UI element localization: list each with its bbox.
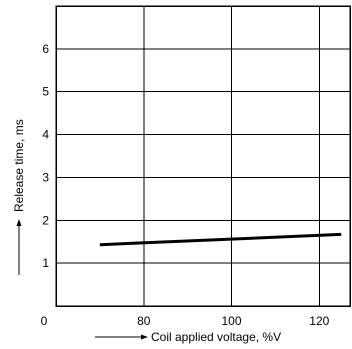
y-tick-label: 1 [42,256,49,270]
y-tick-label: 5 [42,85,49,99]
y-tick-labels: 1 2 3 4 5 6 [42,42,49,270]
series-line [99,232,342,247]
x-tick-label: 120 [309,314,329,328]
x-axis-title: Coil applied voltage, %V [151,330,281,344]
y-axis-title-group: Release time, ms [12,119,26,275]
x-axis-arrowhead [141,334,148,340]
x-tick-label: 80 [137,314,151,328]
y-axis-title: Release time, ms [12,119,26,212]
plot-frame [55,5,351,307]
x-tick-labels: 0 80 100 120 [41,314,330,328]
x-tick-label: 100 [222,314,242,328]
grid-lines [56,6,350,306]
x-axis-title-group: Coil applied voltage, %V [95,330,281,344]
x-tick-label: 0 [41,314,48,328]
y-tick-label: 3 [42,170,49,184]
y-tick-label: 2 [42,213,49,227]
series-layer [99,232,342,247]
y-tick-label: 6 [42,42,49,56]
y-axis-arrowhead [16,219,22,226]
y-tick-label: 4 [42,128,49,142]
